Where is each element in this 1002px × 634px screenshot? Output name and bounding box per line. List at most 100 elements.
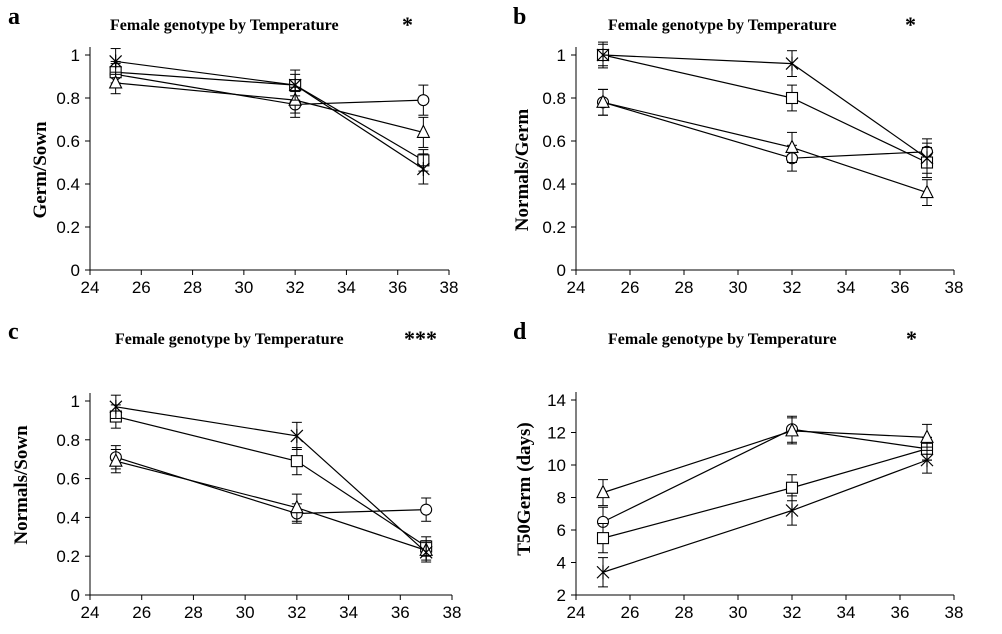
marker-square: [785, 91, 799, 105]
y-tick-label: 1: [557, 46, 566, 65]
marker-star: [920, 151, 934, 166]
x-tick-label: 34: [337, 278, 356, 297]
significance-marker: *: [905, 12, 916, 37]
x-tick-label: 30: [236, 603, 255, 622]
x-tick-label: 38: [945, 278, 964, 297]
y-tick-label: 0.4: [56, 508, 80, 527]
marker-triangle: [289, 499, 304, 514]
panel-letter: a: [8, 4, 20, 30]
series-circle: [109, 445, 433, 524]
x-tick-label: 26: [132, 278, 151, 297]
marker-triangle: [785, 139, 799, 153]
panel-title: Female genotype by Temperature: [115, 331, 344, 348]
series-line: [115, 82, 424, 133]
series-line: [602, 101, 928, 194]
y-tick-label: 0.2: [542, 218, 566, 237]
series-line: [115, 406, 427, 553]
marker-star: [288, 78, 302, 93]
x-tick-label: 24: [81, 278, 100, 297]
series-line: [115, 71, 424, 161]
significance-marker: *: [906, 326, 917, 351]
marker-star: [109, 399, 123, 414]
marker-star: [416, 161, 430, 176]
marker-star: [596, 565, 610, 580]
x-tick-label: 26: [621, 603, 640, 622]
x-tick-label: 34: [837, 278, 856, 297]
x-tick-label: 36: [891, 278, 910, 297]
y-tick-label: 0.6: [56, 470, 80, 489]
y-tick-label: 0.8: [56, 89, 80, 108]
y-tick-label: 0: [557, 261, 566, 280]
series-line: [602, 430, 928, 494]
panel-title: Female genotype by Temperature: [608, 17, 837, 34]
x-tick-label: 30: [729, 603, 748, 622]
panel-letter: d: [513, 319, 527, 345]
panel-title: Female genotype by Temperature: [608, 331, 837, 348]
x-tick-label: 34: [837, 603, 856, 622]
marker-star: [920, 453, 934, 468]
marker-star: [785, 503, 799, 518]
series-triangle: [596, 88, 934, 206]
marker-triangle: [108, 452, 123, 467]
y-tick-label: 1: [71, 46, 80, 65]
significance-marker: ***: [404, 326, 437, 351]
y-tick-label: 0.6: [56, 132, 80, 151]
y-tick-label: 8: [557, 489, 566, 508]
y-tick-label: 0: [71, 261, 80, 280]
series-line: [602, 54, 928, 164]
series-line: [115, 456, 427, 515]
series-line: [602, 101, 928, 159]
x-tick-label: 24: [567, 603, 586, 622]
series-circle: [596, 88, 934, 172]
marker-star: [596, 48, 610, 62]
x-tick-label: 36: [388, 278, 407, 297]
y-tick-label: 6: [557, 521, 566, 540]
y-tick-label: 0.6: [542, 132, 566, 151]
y-tick-label: 2: [557, 586, 566, 605]
panel-a: a Female genotype by Temperature * Germ/…: [0, 0, 501, 317]
x-tick-label: 28: [183, 278, 202, 297]
panel-c: c Female genotype by Temperature *** Nor…: [0, 317, 501, 634]
series-star: [596, 446, 934, 588]
chart-a: 24 26 28 30 32 34 36 38 0 0.2 0.4 0.6 0.8 1: [56, 46, 459, 297]
series-star: [109, 48, 430, 185]
x-tick-label: 36: [891, 603, 910, 622]
marker-triangle: [920, 429, 934, 443]
x-tick-label: 38: [945, 603, 964, 622]
marker-triangle: [416, 124, 431, 138]
x-tick-label: 36: [391, 603, 410, 622]
y-tick-label: 0.4: [56, 175, 80, 194]
series-square: [596, 436, 934, 554]
panel-title: Female genotype by Temperature: [110, 17, 339, 34]
marker-triangle: [785, 422, 799, 437]
series-square: [109, 404, 433, 557]
x-tick-label: 30: [729, 278, 748, 297]
series-square: [596, 43, 934, 179]
series-line: [115, 60, 424, 170]
significance-marker: *: [402, 12, 413, 37]
series-square: [109, 60, 430, 172]
y-tick-label: 10: [547, 456, 566, 475]
panel-letter: b: [513, 4, 527, 30]
x-tick-label: 26: [132, 603, 151, 622]
y-tick-label: 0.2: [56, 218, 80, 237]
series-line: [602, 54, 928, 159]
series-circle: [109, 63, 430, 118]
x-tick-label: 34: [339, 603, 358, 622]
y-tick-label: 0.2: [56, 547, 80, 566]
y-tick-label: 12: [547, 424, 566, 443]
marker-square: [290, 455, 303, 468]
panel-d: d Female genotype by Temperature * T50Ge…: [501, 317, 1002, 634]
y-tick-label: 4: [557, 554, 566, 573]
x-tick-label: 30: [234, 278, 253, 297]
chart-b: 24 26 28 30 32 34 36 38 0 0.2 0.4 0.6 0.8 1: [542, 41, 964, 297]
series-line: [115, 415, 427, 548]
x-tick-label: 32: [286, 278, 305, 297]
y-tick-label: 1: [71, 392, 80, 411]
marker-star: [785, 56, 799, 71]
x-tick-label: 28: [184, 603, 203, 622]
marker-circle: [417, 94, 430, 107]
marker-star: [109, 54, 123, 69]
x-tick-label: 28: [675, 603, 694, 622]
x-tick-label: 38: [440, 278, 459, 297]
